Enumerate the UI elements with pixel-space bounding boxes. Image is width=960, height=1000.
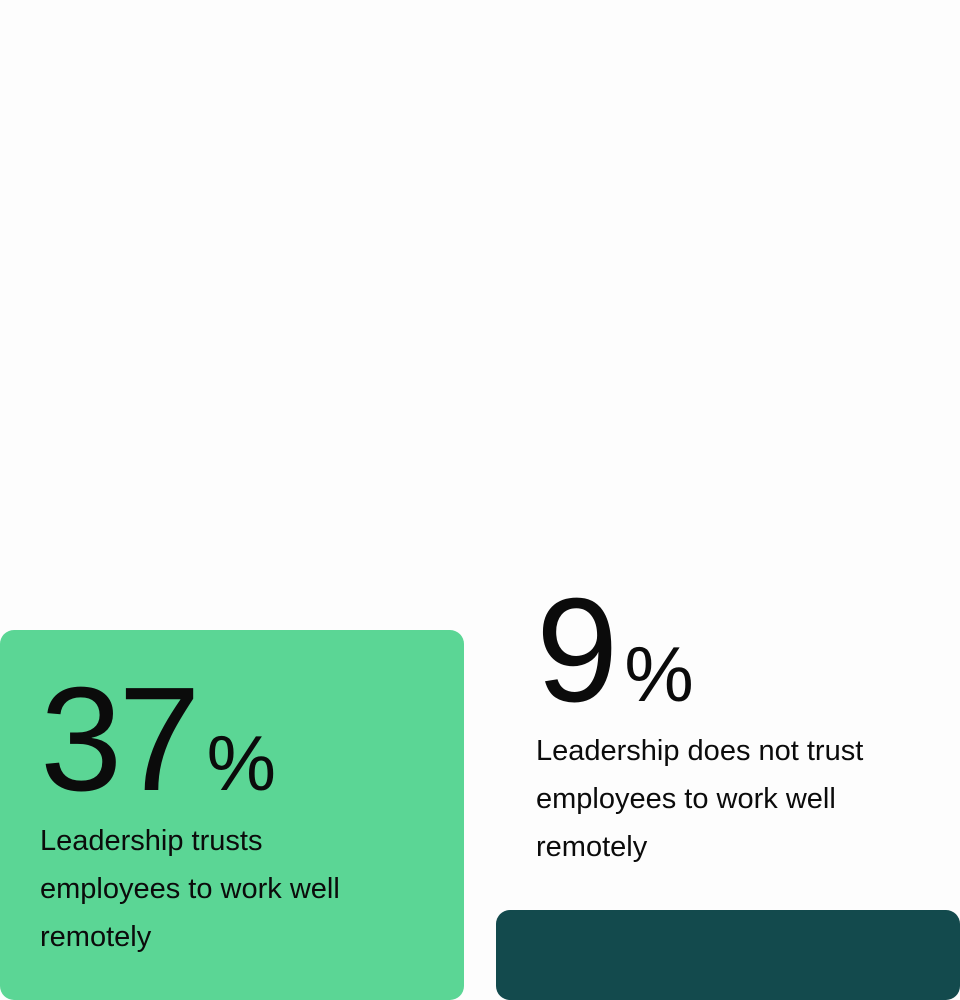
caption-line: remotely	[536, 831, 648, 863]
stat-trust-unit: %	[206, 719, 276, 807]
stat-trust: 37 %	[40, 666, 276, 814]
stat-trust-value: 37	[40, 657, 201, 822]
stat-distrust-unit: %	[624, 630, 694, 718]
dark-card	[496, 910, 960, 1000]
caption-line: remotely	[40, 921, 152, 953]
caption-line: Leadership does not trust	[536, 735, 864, 767]
stat-distrust: 9 %	[536, 577, 694, 725]
caption-line: employees to work well	[536, 783, 836, 815]
stat-distrust-caption: Leadership does not trust employees to w…	[536, 727, 936, 871]
caption-line: Leadership trusts	[40, 825, 263, 857]
stat-card-trust	[0, 630, 464, 1000]
caption-line: employees to work well	[40, 873, 340, 905]
stat-distrust-value: 9	[536, 568, 618, 733]
stat-trust-caption: Leadership trusts employees to work well…	[40, 817, 440, 961]
